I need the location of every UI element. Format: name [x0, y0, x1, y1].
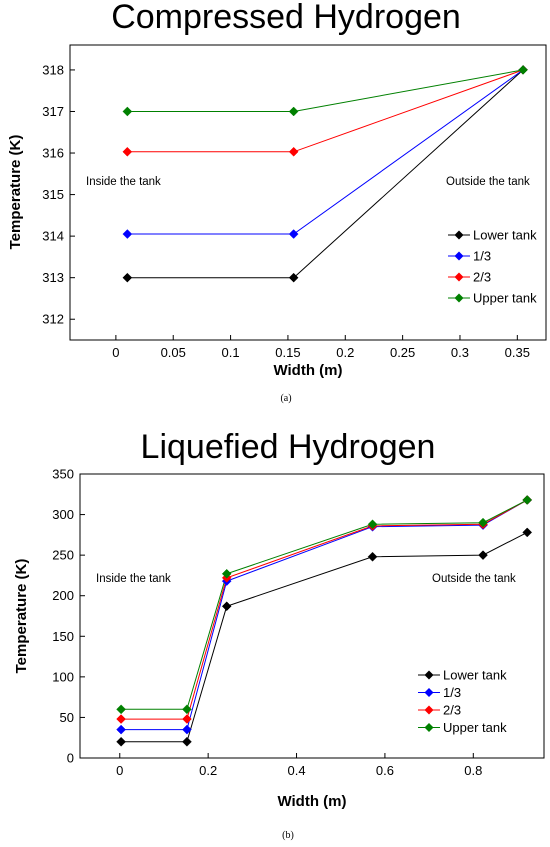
- chart-compressed-hydrogen: Compressed Hydrogen 0 0.05 0.1 0.15 0.2 0.25 0…: [7, 0, 547, 404]
- y-tick-label: 317: [42, 104, 64, 119]
- data-point: [288, 106, 299, 117]
- legend-label: 1/3: [443, 685, 461, 700]
- chart-title: Liquefied Hydrogen: [141, 428, 436, 466]
- data-point: [522, 527, 533, 538]
- legend: Lower tank 1/3 2/3 Upper tank: [448, 228, 537, 306]
- series-line-1: [121, 499, 528, 731]
- data-point: [182, 714, 192, 724]
- legend: Lower tank 1/3 2/3 Upper tank: [418, 668, 507, 735]
- legend-marker: [454, 251, 464, 261]
- data-point: [182, 724, 192, 735]
- x-tick-label: 0.15: [275, 345, 300, 360]
- data-point: [122, 272, 133, 283]
- x-tick-label: 0.6: [376, 763, 394, 778]
- legend-label: Lower tank: [443, 668, 507, 683]
- series-line-2: [127, 69, 524, 153]
- y-tick-label: 313: [42, 270, 64, 285]
- legend-marker: [454, 293, 464, 303]
- legend-label: 2/3: [473, 270, 491, 285]
- data-point: [182, 736, 192, 747]
- data-point: [221, 601, 232, 612]
- annotation-outside: Outside the tank: [432, 573, 516, 585]
- legend-marker: [424, 723, 434, 732]
- data-point: [116, 736, 126, 747]
- y-tick-label: 314: [42, 229, 64, 244]
- legend-label: 1/3: [473, 249, 491, 264]
- data-point: [122, 146, 133, 157]
- legend-marker: [454, 230, 464, 240]
- y-tick-label: 315: [42, 187, 64, 202]
- y-tick-label: 300: [52, 507, 74, 522]
- plot-area: [79, 473, 545, 759]
- legend-marker: [424, 670, 434, 680]
- data-point: [288, 272, 299, 283]
- x-tick-label: 0.2: [199, 763, 217, 778]
- x-tick-label: 0.3: [451, 345, 469, 360]
- y-tick-label: 50: [60, 710, 74, 725]
- legend-marker: [424, 688, 434, 697]
- y-axis-label: Temperature (K): [7, 135, 24, 250]
- legend-marker: [454, 272, 464, 282]
- caption: (b): [282, 830, 294, 841]
- y-tick-label: 312: [42, 312, 64, 327]
- series-line-0: [127, 69, 524, 279]
- data-point: [367, 519, 378, 530]
- y-tick-label: 150: [52, 629, 74, 644]
- x-tick-label: 0.2: [336, 345, 354, 360]
- legend-label: 2/3: [443, 703, 461, 718]
- x-tick-label: 0.1: [222, 345, 240, 360]
- chart-title: Compressed Hydrogen: [111, 0, 461, 36]
- data-point: [288, 146, 299, 157]
- x-tick-label: 0: [112, 345, 119, 360]
- data-point: [116, 704, 126, 715]
- x-tick-label: 0.35: [505, 345, 530, 360]
- legend-label: Upper tank: [473, 291, 537, 306]
- data-point: [522, 495, 533, 505]
- x-tick-label: 0.05: [161, 345, 186, 360]
- caption: (a): [280, 393, 291, 404]
- annotation-outside: Outside the tank: [446, 176, 530, 188]
- y-tick-label: 250: [52, 548, 74, 563]
- data-point: [221, 568, 232, 579]
- y-tick-label: 350: [52, 467, 74, 482]
- data-point: [288, 229, 299, 239]
- y-tick-label: 0: [67, 751, 74, 766]
- x-axis-label: Width (m): [273, 362, 342, 379]
- annotation-inside: Inside the tank: [96, 573, 171, 585]
- series-line-2: [121, 499, 528, 720]
- y-axis-label: Temperature (K): [13, 559, 30, 674]
- series-line-3: [121, 499, 528, 710]
- y-tick-label: 318: [42, 62, 64, 77]
- series-line-0: [121, 531, 528, 743]
- y-tick-label: 100: [52, 669, 74, 684]
- data-point: [518, 65, 528, 75]
- data-point: [478, 517, 488, 528]
- y-tick-label: 316: [42, 146, 64, 161]
- data-point: [182, 704, 192, 715]
- x-tick-label: 0.25: [390, 345, 415, 360]
- x-tick-label: 0.8: [464, 763, 482, 778]
- data-point: [478, 550, 488, 560]
- chart-liquefied-hydrogen: Liquefied Hydrogen 0 0.2 0.4 0.6 0.8 0 50 100 15…: [13, 428, 545, 841]
- data-point: [122, 106, 133, 117]
- x-tick-label: 0: [116, 763, 123, 778]
- y-tick-label: 200: [52, 588, 74, 603]
- x-axis-label: Width (m): [277, 793, 346, 810]
- legend-label: Lower tank: [473, 228, 537, 243]
- data-point: [367, 551, 378, 562]
- legend-marker: [424, 705, 434, 715]
- legend-label: Upper tank: [443, 720, 507, 735]
- data-point: [122, 229, 133, 239]
- plot-area: [69, 44, 547, 341]
- data-point: [116, 714, 126, 724]
- annotation-inside: Inside the tank: [86, 176, 161, 188]
- x-tick-label: 0.4: [287, 763, 305, 778]
- data-point: [116, 724, 126, 735]
